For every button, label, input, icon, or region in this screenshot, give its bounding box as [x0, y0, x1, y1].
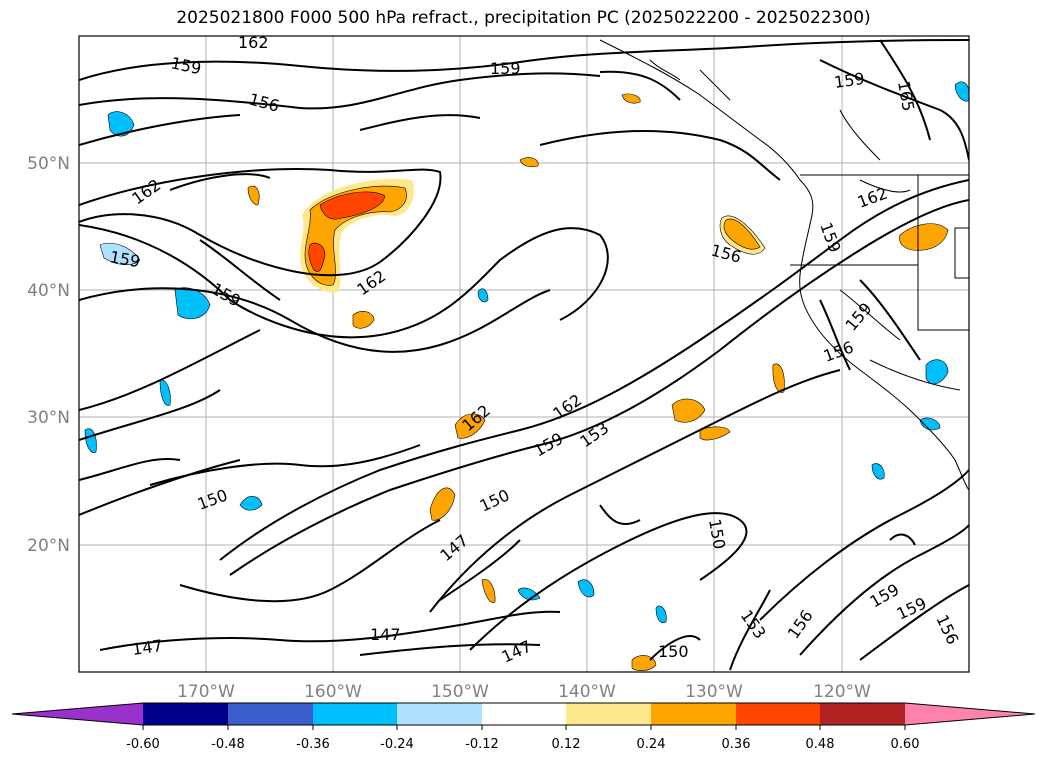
colorbar-tick-label: 0.36	[722, 737, 751, 752]
colorbar-bin	[482, 703, 566, 725]
coastlines	[599, 39, 969, 491]
lon-tick-label: 170°W	[177, 682, 235, 702]
colorbar-bin	[228, 703, 313, 725]
colorbar-bin	[566, 703, 651, 725]
contour-label: 147	[370, 625, 401, 644]
colorbar-bin	[651, 703, 736, 725]
lon-tick-label: 140°W	[558, 682, 616, 702]
lat-tick-label: 50°N	[27, 154, 70, 174]
lon-axis-labels: 170°W 160°W 150°W 140°W 130°W 120°W	[177, 682, 871, 702]
colorbar-extend-high	[905, 703, 1035, 725]
colorbar-tick-marks	[142, 725, 906, 730]
lat-tick-label: 30°N	[27, 408, 70, 428]
contour-label: 159	[833, 69, 866, 92]
lat-tick-label: 40°N	[27, 281, 70, 301]
contour-label: 150	[658, 642, 689, 661]
colorbar-tick-label: -0.60	[126, 737, 160, 752]
colorbar-bin	[736, 703, 820, 725]
precip-shading	[84, 81, 969, 671]
contour-label: 162	[238, 33, 269, 52]
colorbar-tick-label: -0.48	[211, 737, 245, 752]
colorbar-tick-label: -0.24	[380, 737, 414, 752]
colorbar-tick-label: 0.24	[637, 737, 666, 752]
colorbar-bin	[313, 703, 397, 725]
contour-label: 147	[131, 636, 164, 659]
map-plot-area: 162 159 159 156 159 165 162 159 159 162 …	[78, 33, 970, 673]
colorbar: -0.60 -0.48 -0.36 -0.24 -0.12 0.12 0.24 …	[11, 702, 1036, 752]
contour-label: 159	[490, 59, 521, 78]
map-frame	[78, 35, 970, 673]
lon-tick-label: 160°W	[304, 682, 362, 702]
colorbar-tick-label: 0.12	[552, 737, 581, 752]
lon-tick-label: 150°W	[431, 682, 489, 702]
map-title: 2025021800 F000 500 hPa refract., precip…	[176, 8, 871, 28]
colorbar-extend-low	[12, 703, 143, 725]
colorbar-bin	[820, 703, 905, 725]
lat-axis-labels: 50°N 40°N 30°N 20°N	[27, 154, 70, 556]
colorbar-tick-label: -0.36	[296, 737, 330, 752]
colorbar-tick-label: 0.48	[806, 737, 835, 752]
lon-tick-label: 120°W	[813, 682, 871, 702]
colorbar-tick-label: -0.12	[465, 737, 499, 752]
colorbar-bin	[397, 703, 482, 725]
lat-tick-label: 20°N	[27, 536, 70, 556]
colorbar-bin	[143, 703, 228, 725]
colorbar-tick-label: 0.60	[891, 737, 920, 752]
lon-tick-label: 130°W	[685, 682, 743, 702]
refractivity-contours	[79, 39, 969, 671]
